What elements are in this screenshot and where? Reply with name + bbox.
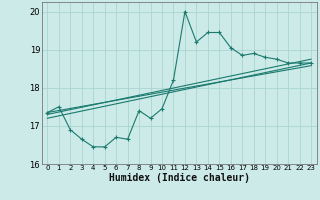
X-axis label: Humidex (Indice chaleur): Humidex (Indice chaleur) bbox=[109, 173, 250, 183]
